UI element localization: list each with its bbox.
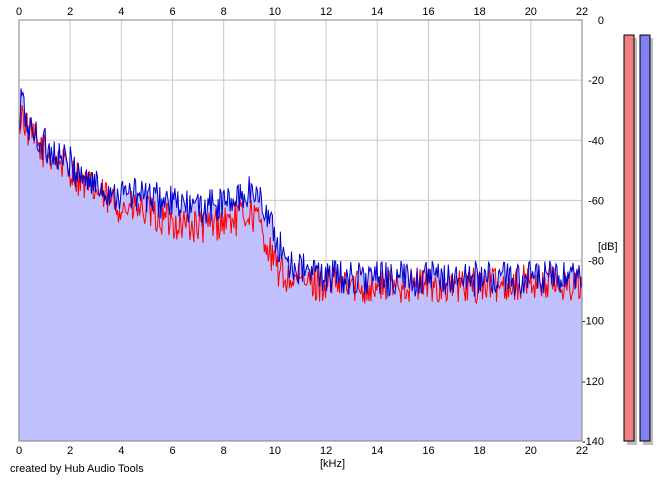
x-tick-label: 6 [169, 445, 175, 457]
x-tick-label: 8 [221, 6, 227, 18]
y-tick-label: -120 [582, 376, 604, 388]
x-tick-label: 18 [474, 6, 486, 18]
x-tick-label: 4 [118, 6, 124, 18]
level-meter-bar [623, 34, 635, 442]
y-tick-label: -80 [588, 256, 604, 268]
x-tick-label: 0 [16, 6, 22, 18]
level-meters [623, 34, 653, 446]
y-tick-label: -60 [588, 195, 604, 207]
x-tick-label: 22 [576, 445, 588, 457]
x-tick-label: 20 [525, 6, 537, 18]
x-axis-unit: [kHz] [320, 458, 345, 470]
x-tick-label: 12 [320, 6, 332, 18]
x-tick-label: 8 [221, 445, 227, 457]
x-tick-label: 6 [169, 6, 175, 18]
credit-text: created by Hub Audio Tools [10, 463, 144, 475]
x-tick-label: 16 [422, 445, 434, 457]
x-axis-bottom: 0 2 4 6 8 10 12 14 16 18 20 22 [16, 445, 588, 457]
level-meter-bar [639, 34, 651, 442]
plot-frame [18, 19, 583, 442]
x-tick-label: 10 [269, 445, 281, 457]
y-axis-right: 0 -20 -40 -60 -80 -100 -120 -140 [582, 15, 604, 448]
x-axis-top: 0 2 4 6 8 10 12 14 16 18 20 22 [16, 6, 588, 18]
y-tick-label: -100 [582, 316, 604, 328]
x-tick-label: 18 [474, 445, 486, 457]
x-tick-label: 16 [422, 6, 434, 18]
x-tick-label: 22 [576, 6, 588, 18]
x-tick-label: 4 [118, 445, 124, 457]
x-tick-label: 0 [16, 445, 22, 457]
spectrum-area [19, 88, 582, 442]
x-tick-label: 2 [67, 6, 73, 18]
spectrum-fill [19, 88, 582, 442]
x-tick-label: 2 [67, 445, 73, 457]
x-tick-label: 12 [320, 445, 332, 457]
y-tick-label: -20 [588, 75, 604, 87]
x-tick-label: 20 [525, 445, 537, 457]
y-axis-unit: [dB] [598, 241, 618, 253]
spectrum-lines [18, 88, 583, 305]
x-tick-label: 14 [371, 445, 383, 457]
x-tick-label: 10 [269, 6, 281, 18]
y-tick-label: -40 [588, 135, 604, 147]
y-tick-label: -140 [582, 436, 604, 448]
series-line-blue [18, 88, 583, 298]
y-tick-label: 0 [598, 15, 604, 27]
x-tick-label: 14 [371, 6, 383, 18]
